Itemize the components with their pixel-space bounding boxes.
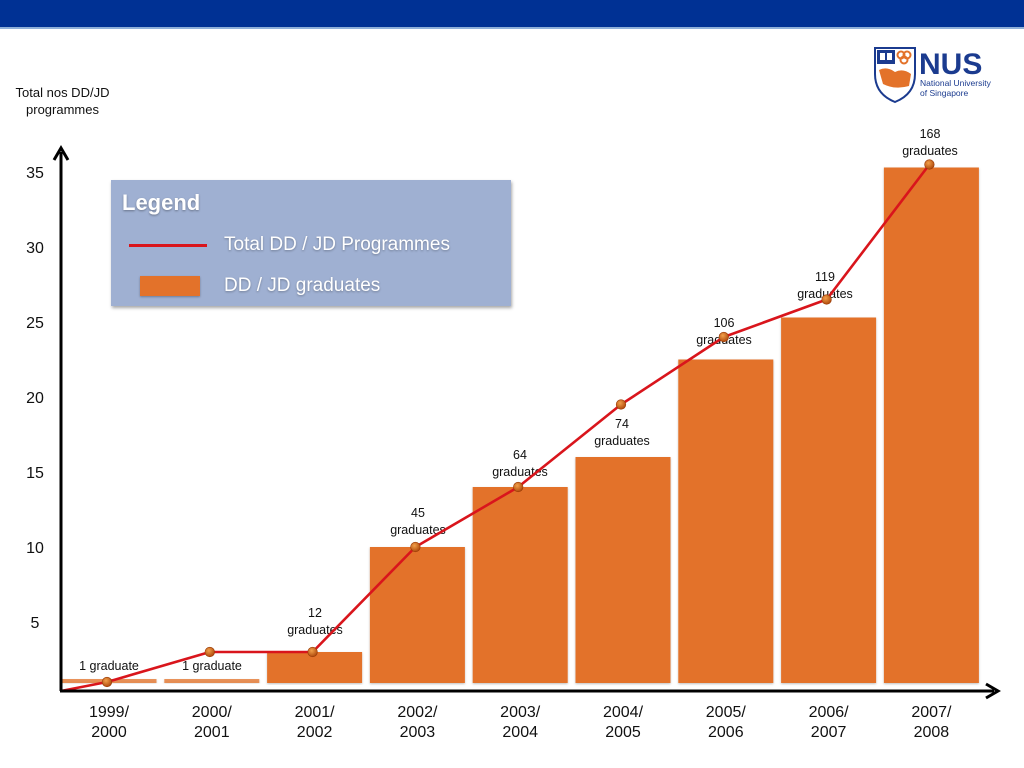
y-tick-label: 10 — [26, 540, 44, 557]
x-tick-label-line: 2008 — [914, 724, 950, 741]
x-axis-arrow-icon — [985, 682, 1001, 700]
x-tick-label-line: 2002 — [297, 724, 333, 741]
y-tick-label: 5 — [31, 615, 40, 632]
x-tick-label-line: 2000 — [91, 724, 127, 741]
bar-2003-2004 — [472, 487, 568, 683]
bar-2005-2006 — [678, 359, 774, 683]
programmes-point — [615, 399, 627, 410]
x-tick-label-line: 2007 — [811, 724, 847, 741]
legend-label-graduates: DD / JD graduates — [224, 275, 381, 296]
bar-2007-2008 — [883, 167, 979, 683]
bar-2006-2007 — [781, 317, 877, 683]
x-tick-label-line: 2005 — [605, 724, 641, 741]
x-tick-label-line: 2004 — [502, 724, 538, 741]
x-tick-label: 2004/2005 — [603, 704, 644, 741]
legend-line-swatch — [129, 244, 207, 247]
y-tick-label: 25 — [26, 315, 44, 332]
x-tick-label: 2001/2002 — [295, 704, 336, 741]
legend: Legend Total DD / JD Programmes DD / JD … — [111, 180, 511, 306]
bar-data-label-line: graduates — [594, 434, 650, 448]
bar-data-label: 1 graduate — [182, 659, 242, 673]
programmes-point — [924, 159, 935, 170]
shield-crest-icon — [874, 47, 916, 104]
y-axis-title-text: Total nos DD/JD programmes — [15, 85, 110, 117]
bar-data-label: 1 graduate — [79, 659, 139, 673]
logo-wordmark: NUS — [919, 48, 982, 81]
y-tick-label: 20 — [26, 390, 44, 407]
programmes-point — [821, 294, 832, 305]
programmes-line — [60, 163, 931, 693]
x-tick-label-line: 2001 — [194, 724, 230, 741]
x-tick-label-line: 2002/ — [397, 704, 438, 721]
axes — [52, 145, 1001, 700]
bar-data-label: 12 graduates — [287, 606, 343, 637]
bar-data-label-line: 1 graduate — [79, 659, 139, 673]
bar-data-label-line: 64 — [513, 448, 527, 462]
x-tick-label-line: 2006/ — [809, 704, 850, 721]
y-axis-arrow-icon — [52, 145, 70, 161]
programmes-point — [101, 676, 113, 688]
bar-2002-2003 — [369, 547, 465, 683]
logo-line1: National University — [920, 78, 992, 88]
x-tick-label-line: 2001/ — [295, 704, 336, 721]
bar-data-label-line: 168 — [920, 127, 941, 141]
bar-data-label: 168 graduates — [902, 127, 958, 158]
x-tick-label: 2000/2001 — [192, 704, 233, 741]
bar-data-label-line: 1 graduate — [182, 659, 242, 673]
bar-data-label-line: 12 — [308, 606, 322, 620]
y-tick-label: 30 — [26, 240, 44, 257]
programmes-point — [718, 331, 729, 343]
x-tick-label-line: 2005/ — [706, 704, 747, 721]
bar-2004-2005 — [575, 457, 671, 683]
x-tick-label: 2006/2007 — [809, 704, 850, 741]
legend-title: Legend — [122, 190, 201, 215]
bar-data-label: 119 graduates — [797, 270, 853, 301]
programmes-point — [204, 646, 215, 658]
nus-logo: NUS National University of Singapore — [873, 44, 993, 104]
bar-data-label-line: graduates — [390, 523, 446, 537]
bar-2001-2002 — [267, 652, 363, 683]
x-tick-label-line: 2003 — [400, 724, 436, 741]
bar-data-label-line: graduates — [902, 144, 958, 158]
x-tick-label: 2002/2003 — [397, 704, 438, 741]
x-tick-label-line: 2004/ — [603, 704, 644, 721]
bar-data-label: 106graduates — [696, 316, 752, 347]
x-tick-label-line: 2003/ — [500, 704, 541, 721]
legend-bar-swatch — [140, 276, 200, 296]
x-tick-label: 2007/2008 — [911, 704, 952, 741]
bar-data-label: 74 graduates — [594, 417, 650, 448]
x-tick-label: 2003/2004 — [500, 704, 541, 741]
logo-line2: of Singapore — [920, 88, 968, 98]
programmes-point — [410, 541, 421, 553]
top-banner — [0, 0, 1024, 29]
y-axis-title: Total nos DD/JD programmes — [10, 84, 115, 118]
bar-data-label: 45 graduates — [390, 506, 446, 537]
y-tick-label: 35 — [26, 165, 44, 182]
bar-2000-2001 — [164, 679, 260, 683]
legend-label-programmes: Total DD / JD Programmes — [224, 234, 450, 255]
y-tick-label: 15 — [26, 465, 44, 482]
x-tick-label: 1999/2000 — [89, 704, 130, 741]
bar-data-label-line: graduates — [797, 287, 853, 301]
programmes-point — [513, 481, 524, 493]
programmes-point — [307, 646, 318, 658]
bar-data-label: 64 graduates — [492, 448, 548, 479]
bar-data-label-line: 119 — [815, 270, 835, 284]
x-tick-label-line: 2007/ — [911, 704, 952, 721]
x-tick-label-line: 2006 — [708, 724, 744, 741]
bar-data-label-line: 45 — [411, 506, 425, 520]
bar-data-label-line: graduates — [492, 465, 548, 479]
x-tick-label: 2005/2006 — [706, 704, 747, 741]
x-tick-label-line: 1999/ — [89, 704, 130, 721]
bar-data-label-line: 106 — [714, 316, 735, 330]
x-tick-label-line: 2000/ — [192, 704, 233, 721]
bar-data-label-line: 74 — [615, 417, 629, 431]
